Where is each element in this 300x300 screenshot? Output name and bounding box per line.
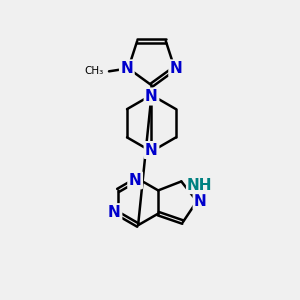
Text: N: N xyxy=(108,205,121,220)
Text: CH₃: CH₃ xyxy=(84,66,104,76)
Text: NH: NH xyxy=(187,178,212,194)
Text: N: N xyxy=(145,142,158,158)
Text: N: N xyxy=(170,61,182,76)
Text: N: N xyxy=(194,194,207,209)
Text: N: N xyxy=(120,61,133,76)
Text: N: N xyxy=(145,89,158,104)
Text: N: N xyxy=(129,173,142,188)
